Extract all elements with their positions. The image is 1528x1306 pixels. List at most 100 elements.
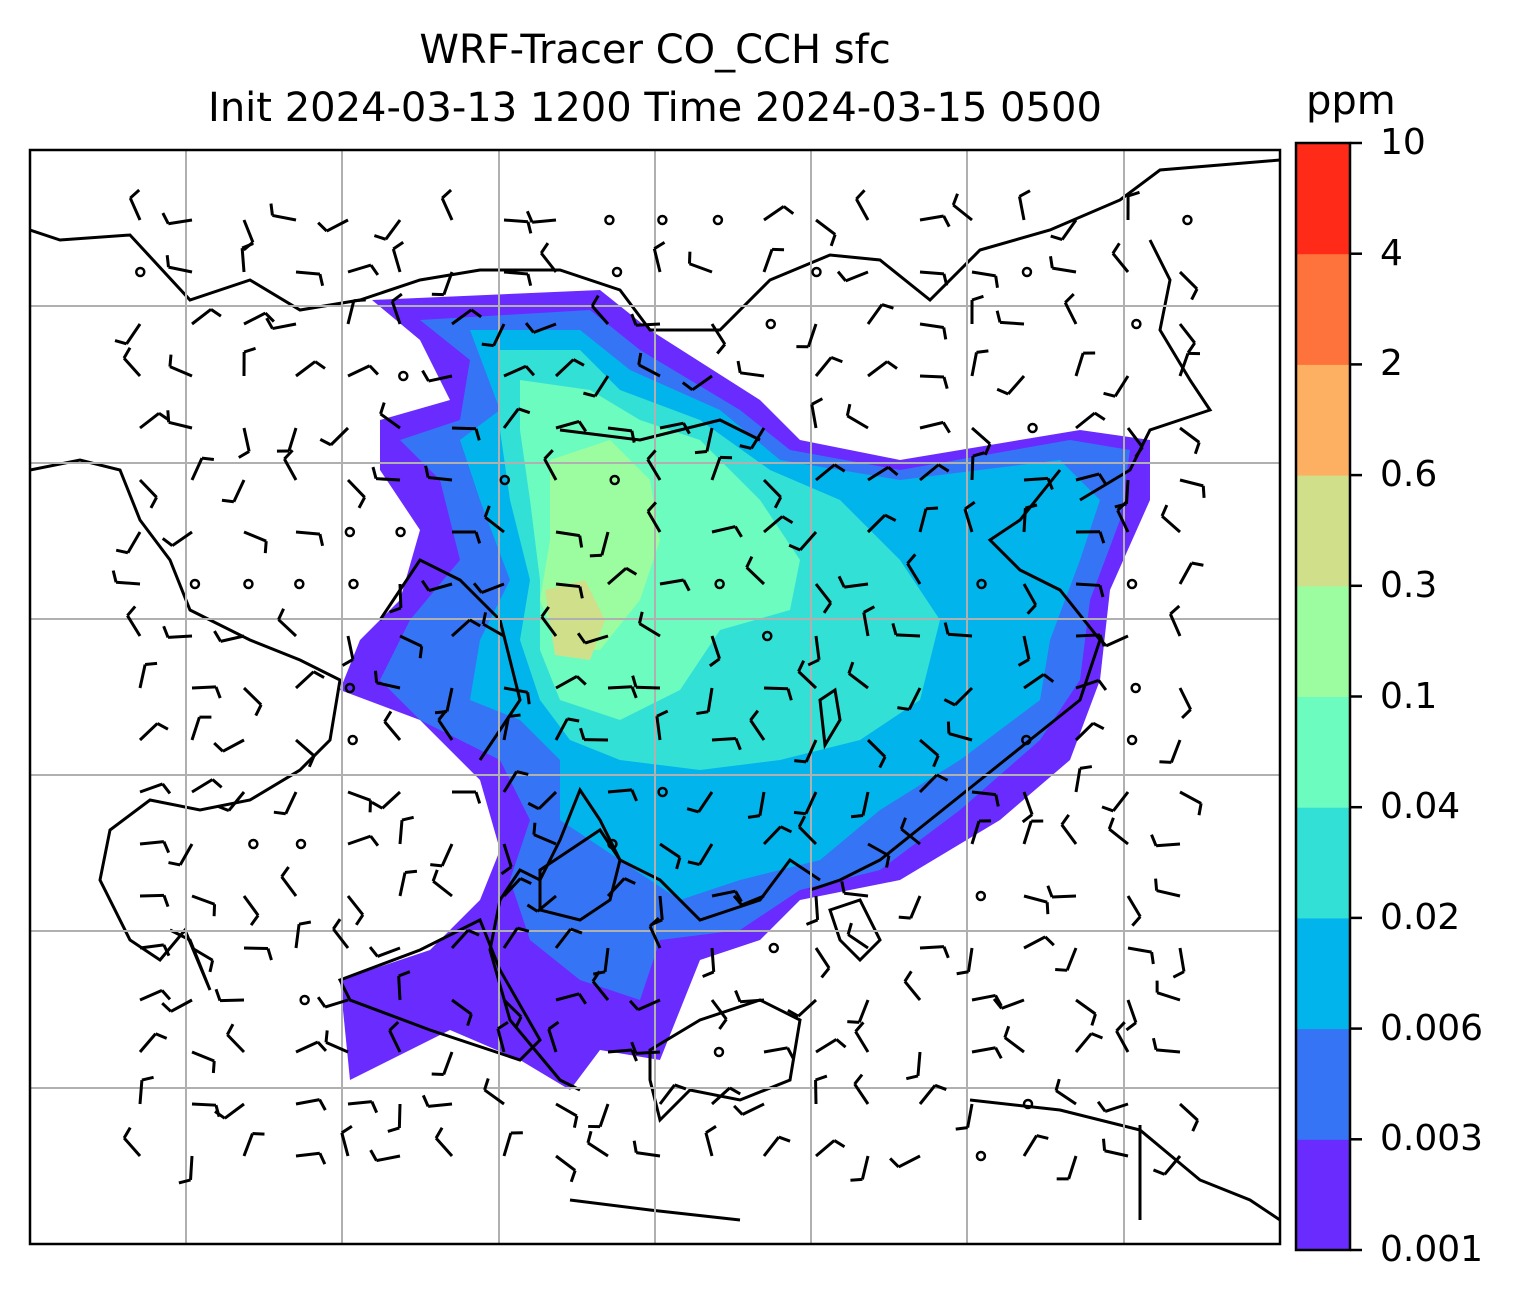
wind-barb [503, 218, 533, 234]
wind-barb [295, 1040, 328, 1054]
colorbar-tick-label: 0.001 [1380, 1229, 1484, 1270]
wind-barb [503, 270, 533, 287]
wind-barb [1115, 1021, 1130, 1053]
wind-barb [814, 947, 831, 979]
colorbar-tick-label: 0.6 [1380, 454, 1438, 496]
wind-barb [897, 687, 922, 711]
wind-barb [1049, 256, 1077, 274]
wind-barb [710, 323, 727, 355]
wind-barb [607, 685, 638, 699]
wind-barb [502, 998, 523, 1029]
wind-barb [850, 791, 870, 819]
wind-barb [1101, 791, 1130, 813]
wind-barb [1017, 635, 1031, 667]
wind-barb [579, 727, 609, 742]
wind-barb [191, 1050, 216, 1074]
wind-barb [996, 375, 1026, 396]
wind-barb [294, 670, 325, 690]
wind-barb [502, 877, 532, 898]
wind-barb [161, 212, 193, 226]
wind-barb [1111, 242, 1130, 273]
wind-barb [971, 790, 1000, 807]
colorbar-band [1296, 1028, 1350, 1140]
wind-barb [687, 251, 713, 274]
wind-barb [919, 214, 951, 228]
wind-barb [1096, 1100, 1129, 1113]
wind-barb [628, 998, 661, 1012]
wind-barb [555, 674, 587, 690]
calm-wind-marker [657, 786, 668, 798]
wind-barb [178, 1155, 194, 1185]
wind-barb [420, 579, 453, 593]
wind-barb [918, 506, 939, 533]
wind-barb [970, 349, 989, 377]
wind-barb [242, 1132, 265, 1157]
wind-barb [589, 531, 610, 558]
wind-barb [483, 1078, 505, 1106]
wind-barb [1096, 634, 1129, 648]
colorbar-band [1296, 253, 1350, 365]
wind-barb [138, 661, 158, 689]
wind-barb [483, 505, 505, 534]
wind-barb [324, 1030, 349, 1054]
wind-barb [607, 1048, 638, 1062]
wind-barb [733, 1102, 765, 1116]
wind-barb [866, 738, 887, 769]
wind-barb [472, 582, 505, 595]
wind-barb [1126, 190, 1140, 221]
wind-barb [162, 625, 193, 639]
colorbar-band [1296, 696, 1350, 808]
wind-barb [711, 736, 742, 751]
wind-barb [970, 819, 992, 845]
wind-barb [295, 530, 325, 547]
wind-barb [638, 611, 661, 638]
wind-barb [387, 1103, 402, 1133]
calm-wind-marker [1131, 318, 1142, 330]
wind-barb [481, 323, 506, 348]
wind-barb [115, 531, 142, 555]
wind-barb [191, 685, 222, 699]
wind-barb [1154, 878, 1181, 898]
wind-barb [450, 928, 480, 950]
wind-barb [607, 566, 638, 586]
wind-barb [815, 463, 846, 482]
wind-barb [191, 308, 222, 326]
wind-barb [943, 686, 974, 707]
wind-barb [919, 374, 949, 389]
wind-barb [1003, 1025, 1025, 1054]
wind-barb [846, 922, 869, 950]
wind-barb [243, 530, 268, 554]
calm-wind-marker [765, 318, 777, 330]
wind-barb [434, 1126, 454, 1157]
calm-wind-marker [604, 214, 615, 226]
wind-barb [421, 1094, 453, 1108]
wind-barb [283, 449, 298, 481]
colorbar-tick-label: 0.003 [1380, 1118, 1484, 1160]
wind-barb [346, 298, 366, 325]
wind-barb [500, 843, 513, 876]
wind-barb [389, 583, 403, 614]
wind-barb [919, 322, 948, 340]
colorbar-tick-label: 0.3 [1380, 564, 1438, 606]
wind-barb [524, 322, 557, 334]
wind-barb [555, 1154, 577, 1183]
wind-barb [502, 1131, 523, 1157]
wind-barb [646, 501, 662, 533]
wind-barb [658, 1083, 687, 1105]
wind-barb [502, 770, 529, 793]
wind-barb [745, 555, 766, 586]
wind-barb [687, 843, 714, 867]
calm-wind-marker [811, 266, 822, 278]
wind-barb [502, 926, 530, 949]
wind-barb [341, 635, 355, 667]
wind-barb [451, 530, 482, 544]
wind-barb [655, 709, 669, 741]
wind-barb [1018, 189, 1031, 221]
wind-barb [390, 292, 403, 325]
wind-barb [503, 686, 531, 705]
wind-barb [919, 945, 950, 959]
chart-subtitle: Init 2024-03-13 1200 Time 2024-03-15 050… [208, 85, 1102, 131]
wind-barb [191, 894, 217, 917]
wind-barb [1150, 834, 1181, 848]
wind-barb [815, 1139, 846, 1158]
